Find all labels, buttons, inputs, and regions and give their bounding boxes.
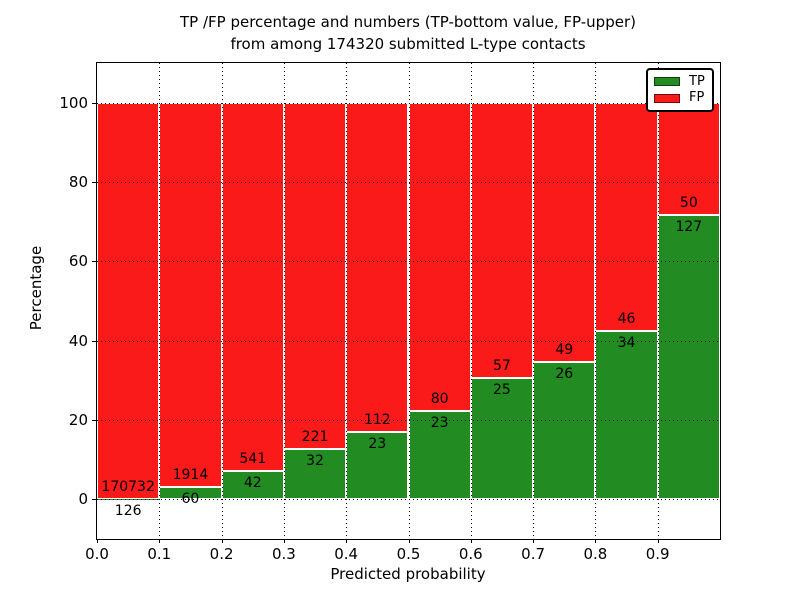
legend-row: FP <box>654 91 706 105</box>
fp-bar-segment <box>346 102 409 432</box>
fp-bar-segment <box>595 102 658 331</box>
y-tick-label: 0 <box>78 490 88 509</box>
gridline-vertical <box>409 63 410 539</box>
fp-bar-segment <box>97 102 160 500</box>
y-tick-label: 100 <box>59 93 88 112</box>
gridline-vertical <box>533 63 534 539</box>
x-tick-label: 0.7 <box>521 545 546 563</box>
tp-count-label: 32 <box>306 453 324 470</box>
fp-count-label: 170732 <box>101 479 155 496</box>
y-tick-mark <box>92 499 96 500</box>
fp-bar-segment <box>533 102 596 362</box>
x-tick-label: 0.6 <box>458 545 483 563</box>
x-axis-label: Predicted probability <box>330 565 486 583</box>
gridline-vertical <box>471 63 472 539</box>
tp-bar-segment <box>657 214 720 500</box>
x-tick-mark <box>284 539 285 543</box>
gridline-vertical <box>159 63 160 539</box>
y-tick-mark <box>92 103 96 104</box>
gridline-vertical <box>658 63 659 539</box>
fp-bar-segment <box>221 102 284 471</box>
x-tick-label: 0.8 <box>583 545 608 563</box>
x-tick-label: 0.3 <box>271 545 296 563</box>
x-tick-mark <box>533 539 534 543</box>
x-tick-label: 0.1 <box>147 545 172 563</box>
x-tick-mark <box>658 539 659 543</box>
fp-bar-segment <box>408 102 471 411</box>
x-tick-mark <box>595 539 596 543</box>
gridline-vertical <box>222 63 223 539</box>
tp-count-label: 23 <box>368 435 387 452</box>
tp-count-label: 34 <box>617 334 636 351</box>
gridline-horizontal <box>97 103 720 104</box>
gridline-vertical <box>346 63 347 539</box>
fp-count-label: 50 <box>679 194 698 211</box>
x-tick-mark <box>97 539 98 543</box>
fp-bar-segment <box>657 102 720 215</box>
gridline-horizontal <box>97 499 720 500</box>
tp-count-label: 42 <box>243 474 262 491</box>
legend-label: FP <box>689 90 705 106</box>
plot-area: 170732 126 1914 60 541 42 221 32 112 23 80 23 57 25 49… <box>96 62 721 540</box>
fp-count-label: 46 <box>617 310 636 327</box>
fp-count-label: 80 <box>430 390 449 407</box>
fp-bar-segment <box>283 102 347 450</box>
x-tick-label: 0.9 <box>645 545 670 563</box>
tp-bar-segment <box>408 410 471 500</box>
legend-row: TP <box>654 73 706 89</box>
gridline-vertical <box>595 63 596 539</box>
fp-legend-swatch <box>654 93 680 103</box>
tp-bar-segment <box>283 449 347 500</box>
x-tick-mark <box>222 539 223 543</box>
tp-count-label: 25 <box>493 382 511 399</box>
y-tick-label: 80 <box>68 173 88 191</box>
tp-bar-segment <box>346 431 409 500</box>
x-tick-label: 0.0 <box>85 545 109 563</box>
tp-bar-segment <box>595 330 658 500</box>
fp-count-label: 221 <box>301 429 329 446</box>
x-tick-mark <box>471 539 472 543</box>
fp-count-label: 1914 <box>172 467 209 484</box>
legend-label: TP <box>689 73 705 89</box>
fp-count-label: 49 <box>555 341 574 358</box>
y-tick-label: 20 <box>68 411 88 429</box>
tp-legend-swatch <box>654 77 680 87</box>
tp-count-label: 26 <box>555 365 574 382</box>
tp-bar-segment <box>533 361 596 500</box>
y-tick-mark <box>92 261 96 262</box>
chart-title-line1: TP /FP percentage and numbers (TP-bottom… <box>180 13 636 31</box>
legend: TP FP <box>646 68 714 112</box>
gridline-horizontal <box>97 261 720 262</box>
gridline-horizontal <box>97 182 720 183</box>
fp-bar-segment <box>159 102 222 488</box>
y-tick-mark <box>92 420 96 421</box>
gridline-vertical <box>284 63 285 539</box>
y-tick-mark <box>92 341 96 342</box>
tp-bar-segment <box>221 470 284 500</box>
x-tick-label: 0.2 <box>209 545 234 563</box>
chart-title-line2: from among 174320 submitted L-type conta… <box>230 35 586 53</box>
x-tick-mark <box>159 539 160 543</box>
y-axis-label: Percentage <box>27 245 45 331</box>
tp-count-label: 126 <box>114 503 142 520</box>
tp-bar-segment <box>470 378 534 500</box>
x-tick-mark <box>346 539 347 543</box>
y-tick-label: 60 <box>68 252 88 271</box>
tp-count-label: 23 <box>430 414 449 431</box>
tp-count-label: 60 <box>181 491 200 508</box>
fp-count-label: 57 <box>493 358 511 375</box>
x-tick-label: 0.4 <box>334 545 359 563</box>
fp-bar-segment <box>470 102 534 379</box>
gridline-horizontal <box>97 420 720 421</box>
fp-count-label: 541 <box>239 450 267 467</box>
fp-count-label: 112 <box>363 411 391 428</box>
y-tick-mark <box>92 182 96 183</box>
x-tick-label: 0.5 <box>396 545 421 563</box>
tp-count-label: 127 <box>675 218 703 235</box>
gridline-horizontal <box>97 341 720 342</box>
tp-bar-segment <box>159 487 222 500</box>
y-tick-label: 40 <box>68 331 88 350</box>
x-tick-mark <box>409 539 410 543</box>
